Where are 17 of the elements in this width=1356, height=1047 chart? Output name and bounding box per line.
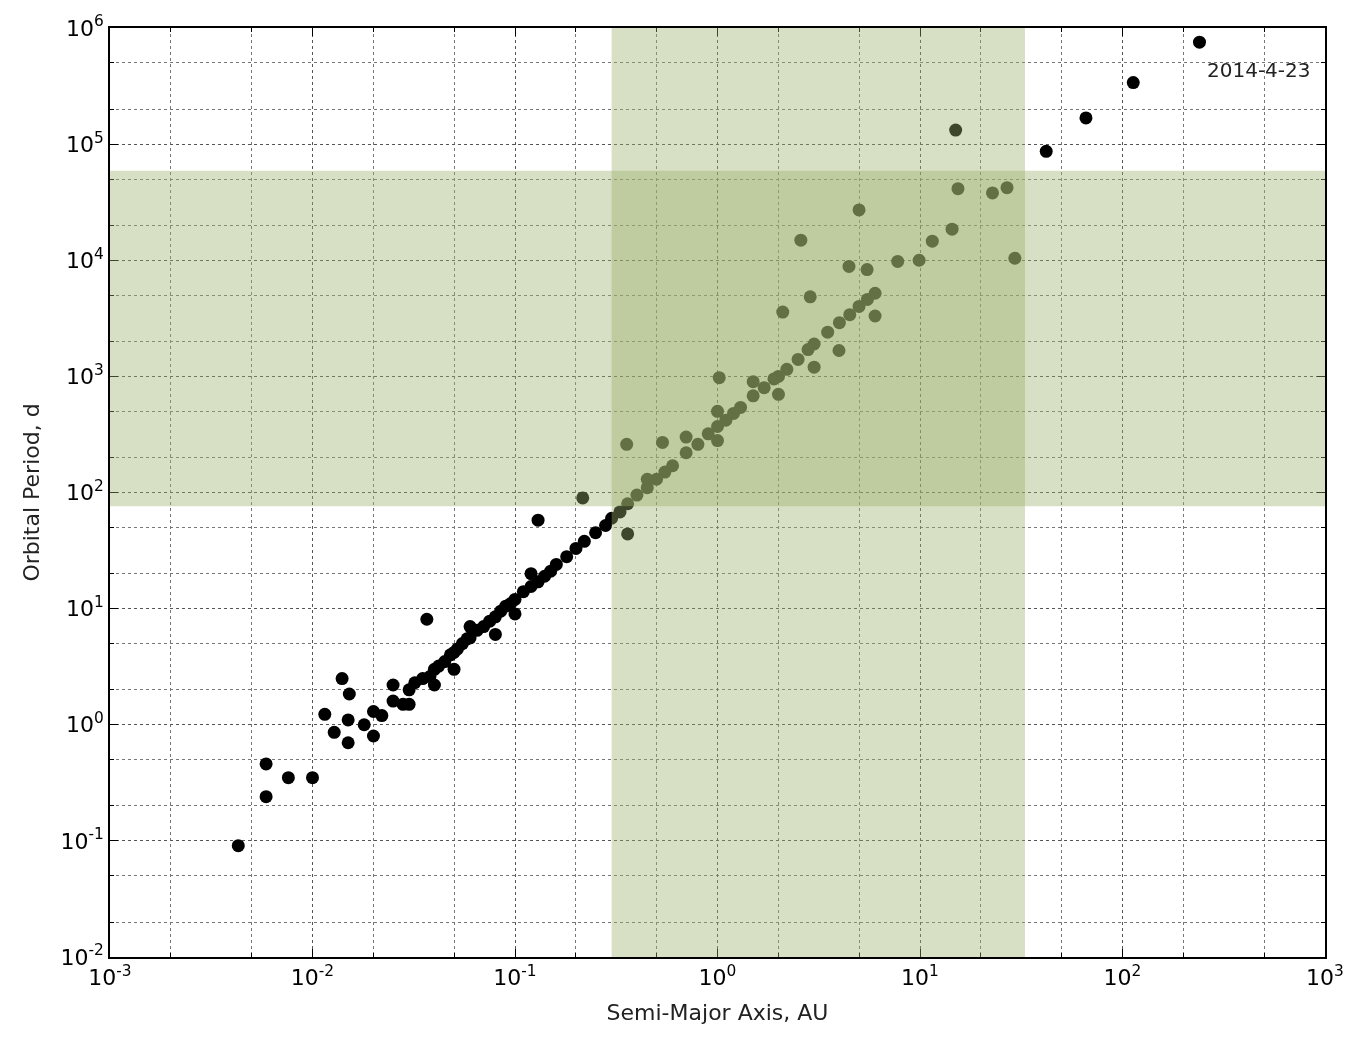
x-axis-title: Semi-Major Axis, AU <box>606 999 829 1025</box>
x-tick-label: 10$^{0}$ <box>698 961 737 991</box>
y-axis-title: Orbital Period, d <box>18 403 44 582</box>
x-tick-label: 10$^{-2}$ <box>290 961 335 991</box>
y-tick-label: 10$^{-1}$ <box>60 825 104 854</box>
x-tick-label: 10$^{1}$ <box>901 961 939 991</box>
x-tick-label: 10$^{3}$ <box>1306 961 1344 991</box>
y-tick-label: 10$^{5}$ <box>66 128 104 157</box>
y-tick-label: 10$^{3}$ <box>66 360 104 390</box>
annotation: 2014-4-23 <box>1207 58 1311 82</box>
x-tick-label: 10$^{-1}$ <box>493 961 537 991</box>
y-tick-label: 10$^{2}$ <box>66 476 104 506</box>
y-tick-label: 10$^{1}$ <box>66 593 104 622</box>
y-tick-label: 10$^{4}$ <box>66 244 104 273</box>
x-tick-label: 10$^{2}$ <box>1103 961 1142 991</box>
y-tick-label: 10$^{0}$ <box>66 709 104 738</box>
y-tick-label: 10$^{6}$ <box>66 12 104 41</box>
